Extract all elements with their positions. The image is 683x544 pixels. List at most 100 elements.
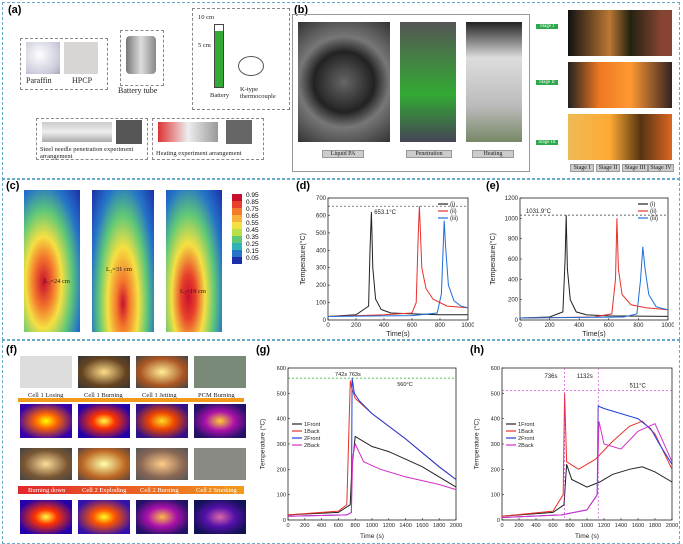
f-row1-label-2: Cell 1 Burning [84,392,123,399]
annotation: 511°C [630,384,647,390]
annotation: 560°C [397,382,413,388]
series-line [519,215,669,319]
x-axis-label: Time(s) [386,331,409,338]
f-thermal-row1 [20,404,248,440]
x-tick-label: 1000 [461,323,474,329]
panel-letter-e: (e) [486,180,500,192]
chart-d: 0 200 400 600 800 1000 0 100 200 300 400 500 600 700 T… [299,196,474,338]
series-line [327,220,469,317]
l1-label: L₁=24 cm [44,278,70,285]
heating-box [152,118,264,160]
f-therm-8 [194,500,246,534]
f-therm-4 [194,404,246,438]
series-line [287,442,457,517]
chart-g: 0 200 400 600 800 1000 1200 1400 1600 1800 2000 0 10… [259,366,462,540]
x-tick-label: 800 [565,523,574,529]
y-tick-label: 400 [316,248,327,254]
x-tick-label: 800 [435,323,446,329]
y-tick-label: 100 [277,493,286,499]
annotation: 1132s [577,374,593,380]
stage-iii-badge: Stage III [536,140,558,145]
liquid-pa-photo [298,22,390,142]
f-img-3 [136,356,188,388]
y-tick-label: 1200 [505,196,519,202]
x-tick-label: 600 [334,523,343,529]
f-row2-label-4: Cell 2 Smoking [196,487,237,494]
f-row2-label-1: Burning down [28,487,66,494]
x-tick-label: 1800 [433,523,445,529]
top-region-frame [2,2,680,180]
f-therm-7 [136,500,188,534]
x-tick-label: 200 [545,323,556,329]
steel-needle-label: Steel needle penetration experiment arra… [40,146,134,160]
legend-label: (i) [650,202,655,208]
colorbar-swatch [232,236,242,243]
legend-label: (iii) [450,216,458,222]
series-line [287,435,457,516]
f-therm-5 [20,500,72,534]
middle-region-frame [2,178,680,340]
heating-tag: Heating [472,150,514,158]
y-tick-label: 200 [508,298,519,304]
x-tick-label: 200 [300,523,309,529]
l2-label: L₂=31 cm [106,266,132,273]
y-tick-label: 300 [277,442,286,448]
x-tick-label: 1800 [649,523,661,529]
right-stage-iii: Stage III [622,164,648,172]
f-row2-label-2: Cell 2 Exploding [82,487,127,494]
x-tick-label: 0 [500,523,503,529]
x-tick-label: 600 [604,323,615,329]
y-tick-label: 100 [491,493,500,499]
stage-i-badge: Stage I [536,24,558,29]
liquid-pa-tag: Liquid PA [322,150,364,158]
panel-letter-h: (h) [470,344,485,356]
colorbar-tick-label: 0.45 [246,227,259,234]
colorbar-tick-label: 0.25 [246,241,259,248]
y-axis-label: Temperature(°C) [299,233,307,285]
x-tick-label: 1400 [615,523,627,529]
fire-strip-2 [568,62,672,108]
steel-needle-box [36,118,148,160]
plot-frame [327,197,469,321]
f-arrow-bottom [18,486,244,494]
y-tick-label: 600 [316,213,327,219]
f-img-7 [136,448,188,480]
colorbar-swatch [232,229,242,236]
y-axis-label: Temperature (°C) [259,419,267,470]
x-tick-label: 800 [633,323,644,329]
stage-ii-badge: Stage II [536,80,558,85]
f-row2-label-3: Cell 2 Burning [140,487,179,494]
y-tick-label: 0 [283,518,286,524]
colorbar-swatch [232,222,242,229]
f-row1-label-1: Cell 1 Losing [28,392,64,399]
legend-label: 2Front [518,436,535,442]
panel-letter-a: (a) [8,4,22,16]
colorbar-tick-label: 0.55 [246,220,259,227]
x-tick-label: 0 [518,323,522,329]
y-axis-label: Temperature (°C) [473,419,481,470]
x-tick-label: 600 [548,523,557,529]
f-row1-label-3: Cell 1 Jetting [142,392,177,399]
y-tick-label: 0 [323,318,327,324]
panel-letter-b: (b) [294,4,309,16]
right-stage-i: Stage I [570,164,594,172]
x-tick-label: 400 [531,523,540,529]
legend-label: 1Front [304,422,321,428]
series-line [327,211,468,317]
height-5cm-label: 5 cm [198,42,211,49]
colorbar-swatch [232,257,242,264]
colorbar-swatch [232,250,242,257]
battery-tube-box [120,30,164,86]
colorbar-swatch [232,215,242,222]
f-img-6 [78,448,130,480]
colorbar-swatch [232,243,242,250]
f-img-4 [194,356,246,388]
steel-needle-photo [116,120,142,144]
heating-label: Heating experiment arrangement [156,150,242,157]
legend-label: 1Back [304,429,320,435]
y-tick-label: 500 [316,231,327,237]
battery-diagram-box [192,8,290,110]
colorbar-labels: 0.95 0.85 0.75 0.65 0.55 0.45 0.35 0.25 0.15 0.05 [246,192,276,266]
panel-b-frame [292,14,530,172]
legend-label: (iii) [650,216,658,222]
